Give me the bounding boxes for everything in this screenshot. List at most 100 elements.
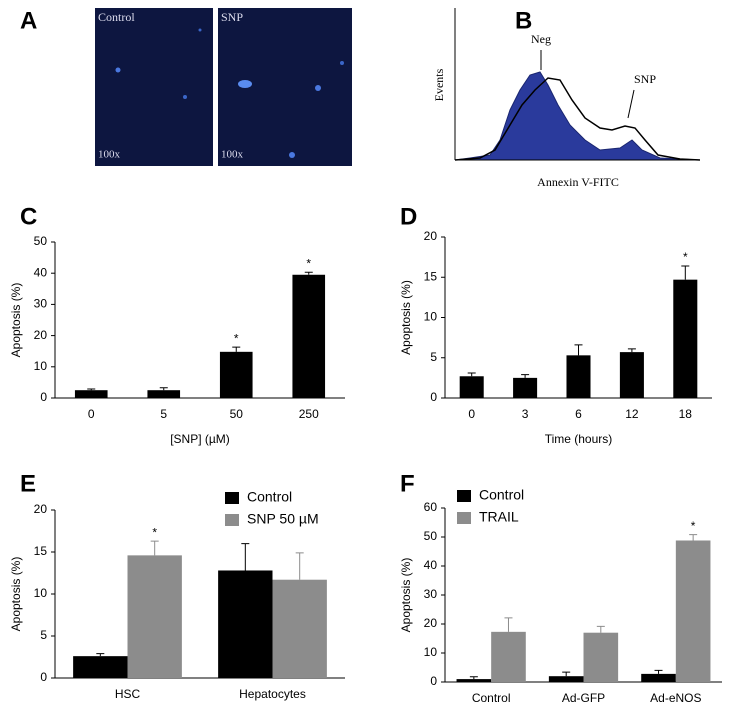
- error-bar: [689, 534, 698, 541]
- image-title: Control: [98, 10, 135, 24]
- error-bar: [159, 387, 168, 391]
- bar: [619, 352, 644, 398]
- error-bar: [574, 344, 583, 356]
- x-axis-label: Time (hours): [545, 432, 613, 446]
- error-bar: [627, 348, 636, 353]
- error-bar: [96, 653, 105, 657]
- bar: [675, 540, 711, 682]
- error-bar: [596, 625, 605, 633]
- y-tick-label: 20: [424, 616, 438, 630]
- legend-swatch: [225, 514, 239, 526]
- y-tick-label: 0: [40, 670, 47, 684]
- legend-label: TRAIL: [479, 509, 519, 525]
- x-tick-label: 18: [679, 407, 693, 421]
- x-tick-label: 6: [575, 407, 582, 421]
- y-tick-label: 5: [430, 350, 437, 364]
- bar: [147, 390, 181, 398]
- error-bar: [562, 671, 571, 677]
- micrograph: SNP 100x: [218, 8, 352, 166]
- y-axis-label: Apoptosis (%): [9, 283, 23, 358]
- x-tick-label: 0: [468, 407, 475, 421]
- significance: *: [306, 256, 311, 270]
- bar: [74, 390, 108, 398]
- y-tick-label: 15: [424, 269, 438, 283]
- y-tick-label: 40: [424, 558, 438, 572]
- bar: [673, 279, 698, 398]
- error-bar: [504, 617, 513, 632]
- x-tick-label: HSC: [115, 687, 141, 701]
- x-tick-label: Hepatocytes: [239, 687, 306, 701]
- legend-swatch: [225, 492, 239, 504]
- y-axis-label: Events: [432, 68, 446, 101]
- error-bar: [469, 676, 478, 680]
- error-bar: [241, 543, 250, 571]
- significance: *: [152, 525, 157, 539]
- bar: [583, 632, 619, 682]
- legend-swatch: [457, 512, 471, 524]
- error-bar: [150, 540, 159, 556]
- x-tick-label: 3: [522, 407, 529, 421]
- y-tick-label: 20: [34, 502, 48, 516]
- annotation: SNP: [634, 72, 656, 86]
- bar: [456, 679, 492, 682]
- bar: [73, 656, 128, 678]
- panel-label: A: [20, 7, 37, 34]
- bar: [292, 274, 326, 398]
- panel-label: E: [20, 470, 36, 497]
- x-tick-label: 12: [625, 407, 639, 421]
- flow-histogram: Neg SNP Annexin V-FITC Events: [432, 8, 701, 189]
- bar: [218, 570, 273, 678]
- x-tick-label: 0: [88, 407, 95, 421]
- error-bar: [295, 552, 304, 580]
- y-tick-label: 0: [40, 390, 47, 404]
- bar: [641, 673, 676, 682]
- y-tick-label: 50: [424, 529, 438, 543]
- x-tick-label: 5: [160, 407, 167, 421]
- image-title: SNP: [221, 10, 243, 24]
- error-bar: [654, 669, 663, 674]
- y-tick-label: 60: [424, 500, 438, 514]
- x-tick-label: Ad-eNOS: [650, 691, 701, 705]
- y-tick-label: 10: [34, 359, 48, 373]
- error-bar: [232, 346, 241, 352]
- annotation: Neg: [531, 32, 551, 46]
- bar: [513, 377, 538, 398]
- x-tick-label: 50: [230, 407, 244, 421]
- bar: [459, 376, 484, 398]
- panel-label: C: [20, 203, 37, 230]
- legend-swatch: [457, 490, 471, 502]
- significance: *: [683, 250, 688, 264]
- y-tick-label: 40: [34, 265, 48, 279]
- bar: [127, 555, 182, 678]
- error-bar: [467, 372, 476, 377]
- bar: [491, 631, 526, 682]
- y-tick-label: 10: [34, 586, 48, 600]
- y-axis-label: Apoptosis (%): [9, 557, 23, 632]
- magnification: 100x: [98, 149, 121, 161]
- y-tick-label: 10: [424, 310, 438, 324]
- x-tick-label: 250: [299, 407, 319, 421]
- bar: [548, 676, 584, 682]
- bar: [219, 351, 253, 398]
- micrograph: Control 100x: [95, 8, 213, 166]
- y-tick-label: 0: [430, 674, 437, 688]
- panel-label: D: [400, 203, 417, 230]
- x-axis-label: [SNP] (µM): [170, 432, 230, 446]
- bar: [272, 579, 327, 678]
- magnification: 100x: [221, 149, 244, 161]
- y-tick-label: 10: [424, 645, 438, 659]
- y-tick-label: 15: [34, 544, 48, 558]
- error-bar: [521, 374, 530, 378]
- y-tick-label: 30: [34, 297, 48, 311]
- bar: [566, 355, 591, 398]
- significance: *: [234, 331, 239, 345]
- legend-label: Control: [247, 489, 292, 505]
- x-axis-label: Annexin V-FITC: [537, 175, 619, 189]
- panel-label: F: [400, 470, 415, 497]
- y-tick-label: 0: [430, 390, 437, 404]
- y-tick-label: 30: [424, 587, 438, 601]
- y-axis-label: Apoptosis (%): [399, 280, 413, 355]
- legend-label: SNP 50 µM: [247, 511, 319, 527]
- y-tick-label: 50: [34, 234, 48, 248]
- x-tick-label: Ad-GFP: [562, 691, 605, 705]
